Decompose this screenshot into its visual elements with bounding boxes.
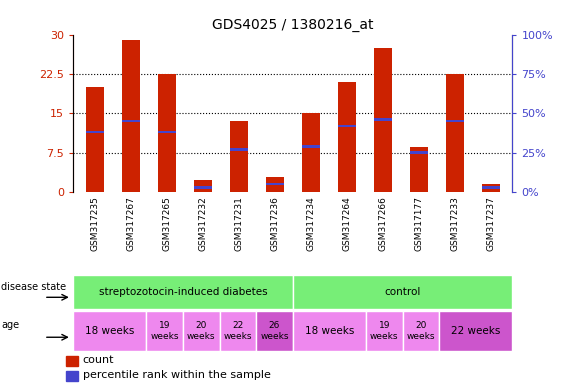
Text: streptozotocin-induced diabetes: streptozotocin-induced diabetes xyxy=(99,287,267,297)
Bar xyxy=(338,82,356,192)
Bar xyxy=(158,74,176,192)
Bar xyxy=(230,148,248,151)
Text: 20
weeks: 20 weeks xyxy=(406,321,435,341)
Bar xyxy=(183,311,220,351)
Bar xyxy=(374,118,392,121)
Text: control: control xyxy=(385,287,421,297)
Text: count: count xyxy=(83,355,114,366)
Bar xyxy=(482,184,500,192)
Text: GSM317231: GSM317231 xyxy=(234,196,243,251)
Text: GSM317236: GSM317236 xyxy=(270,196,279,251)
Text: 19
weeks: 19 weeks xyxy=(370,321,399,341)
Bar xyxy=(194,186,212,189)
Bar xyxy=(86,131,104,134)
Text: GSM317233: GSM317233 xyxy=(450,196,459,251)
Bar xyxy=(374,48,392,192)
Bar xyxy=(482,186,500,189)
Bar xyxy=(293,311,366,351)
Bar xyxy=(302,113,320,192)
Bar xyxy=(302,145,320,148)
Text: GSM317265: GSM317265 xyxy=(162,196,171,251)
Bar xyxy=(122,120,140,122)
Bar xyxy=(230,121,248,192)
Text: GSM317232: GSM317232 xyxy=(198,196,207,251)
Bar xyxy=(266,177,284,192)
Text: GSM317266: GSM317266 xyxy=(378,196,387,251)
Text: 20
weeks: 20 weeks xyxy=(187,321,216,341)
Bar xyxy=(73,275,293,309)
Bar xyxy=(446,120,464,122)
Text: GSM317234: GSM317234 xyxy=(306,196,315,251)
Bar xyxy=(220,311,256,351)
Bar xyxy=(158,131,176,134)
Text: 18 weeks: 18 weeks xyxy=(305,326,354,336)
Text: GSM317177: GSM317177 xyxy=(414,196,423,251)
Bar xyxy=(146,311,183,351)
Text: age: age xyxy=(2,320,20,330)
Text: GSM317267: GSM317267 xyxy=(126,196,135,251)
Bar xyxy=(73,311,146,351)
Text: GSM317235: GSM317235 xyxy=(90,196,99,251)
Bar xyxy=(256,311,293,351)
Bar xyxy=(366,311,403,351)
Bar xyxy=(266,183,284,185)
Bar xyxy=(66,356,78,366)
Bar xyxy=(122,40,140,192)
Bar xyxy=(410,147,428,192)
Text: disease state: disease state xyxy=(2,282,66,292)
Bar xyxy=(439,311,512,351)
Bar xyxy=(338,124,356,127)
Bar xyxy=(403,311,439,351)
Bar xyxy=(446,74,464,192)
Text: GSM317237: GSM317237 xyxy=(486,196,495,251)
Text: percentile rank within the sample: percentile rank within the sample xyxy=(83,371,270,381)
Bar xyxy=(410,151,428,154)
Title: GDS4025 / 1380216_at: GDS4025 / 1380216_at xyxy=(212,18,373,32)
Bar xyxy=(86,87,104,192)
Bar xyxy=(66,371,78,381)
Text: 18 weeks: 18 weeks xyxy=(85,326,135,336)
Text: 19
weeks: 19 weeks xyxy=(150,321,179,341)
Bar xyxy=(194,180,212,192)
Text: 22
weeks: 22 weeks xyxy=(224,321,252,341)
Text: GSM317264: GSM317264 xyxy=(342,196,351,251)
Bar xyxy=(293,275,512,309)
Text: 26
weeks: 26 weeks xyxy=(260,321,289,341)
Text: 22 weeks: 22 weeks xyxy=(451,326,501,336)
